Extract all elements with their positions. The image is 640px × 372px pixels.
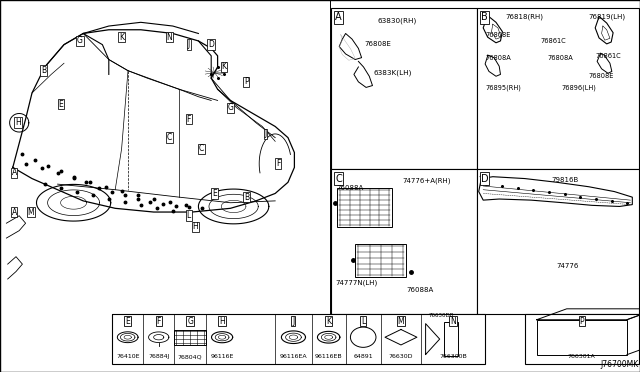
Text: 76808E: 76808E: [485, 32, 511, 38]
Text: 74777N(LH): 74777N(LH): [335, 280, 378, 286]
Text: C: C: [167, 133, 172, 142]
Text: A: A: [335, 13, 342, 22]
Text: F: F: [157, 317, 161, 326]
Text: F: F: [187, 115, 191, 124]
Text: 76630DB: 76630DB: [429, 313, 454, 318]
Text: M: M: [28, 208, 34, 217]
Text: K: K: [119, 33, 124, 42]
Text: D: D: [208, 40, 214, 49]
Text: G: G: [227, 103, 234, 112]
Bar: [355, 244, 406, 277]
Bar: [537, 320, 627, 355]
Text: 76884J: 76884J: [148, 355, 170, 359]
Text: M: M: [397, 317, 404, 326]
Text: L: L: [361, 317, 365, 326]
Text: B: B: [481, 13, 488, 22]
Text: 76088A: 76088A: [406, 287, 434, 293]
Text: D: D: [481, 174, 488, 183]
Text: H: H: [15, 118, 20, 127]
Text: N: N: [451, 317, 456, 326]
Text: 76808E: 76808E: [589, 73, 614, 79]
Text: H: H: [193, 222, 198, 231]
Text: J: J: [264, 129, 267, 138]
Text: 76819(LH): 76819(LH): [589, 14, 626, 20]
Text: 96116EB: 96116EB: [315, 355, 342, 359]
Text: 766300B: 766300B: [439, 355, 467, 359]
Text: F: F: [276, 159, 280, 168]
Bar: [477, 8, 639, 169]
Text: K: K: [326, 317, 331, 326]
Text: 76861C: 76861C: [595, 53, 621, 59]
Text: 74776+A(RH): 74776+A(RH): [402, 177, 451, 184]
Text: 79816B: 79816B: [552, 177, 579, 183]
Text: H: H: [220, 317, 225, 326]
Text: A: A: [12, 169, 17, 177]
Text: 64891: 64891: [353, 355, 373, 359]
Text: 76630D: 76630D: [388, 355, 413, 359]
Text: C: C: [199, 144, 204, 153]
Text: B: B: [244, 193, 249, 202]
Text: 76410E: 76410E: [116, 355, 140, 359]
Text: B: B: [41, 66, 46, 75]
Text: J: J: [188, 40, 190, 49]
Text: E: E: [125, 317, 130, 326]
Text: J76700MK: J76700MK: [600, 360, 639, 369]
Bar: [174, 330, 206, 344]
Ellipse shape: [351, 327, 376, 347]
Text: 76818(RH): 76818(RH): [506, 14, 543, 20]
Bar: [477, 169, 639, 314]
Text: 76804Q: 76804Q: [178, 355, 202, 359]
Text: 76808A: 76808A: [485, 55, 511, 61]
Bar: [112, 314, 485, 364]
Text: N: N: [167, 33, 172, 42]
Bar: [331, 169, 477, 314]
Text: P: P: [244, 77, 249, 86]
Text: 76088A: 76088A: [336, 185, 364, 191]
Text: E: E: [58, 100, 63, 109]
Text: A: A: [12, 208, 17, 217]
Text: K: K: [221, 62, 227, 71]
Text: 63830(RH): 63830(RH): [378, 17, 417, 24]
Text: 76895(RH): 76895(RH): [485, 84, 521, 91]
Bar: [444, 322, 458, 356]
Text: J: J: [292, 317, 294, 326]
Bar: [331, 8, 477, 169]
Text: E: E: [212, 189, 217, 198]
Text: 6383K(LH): 6383K(LH): [373, 70, 412, 76]
Text: 76808E: 76808E: [365, 42, 392, 48]
Text: 96116E: 96116E: [211, 355, 234, 359]
Text: 766301A: 766301A: [568, 355, 596, 359]
Text: 76896(LH): 76896(LH): [562, 84, 596, 91]
Bar: [337, 188, 392, 227]
Text: 76861C: 76861C: [541, 38, 566, 44]
Text: L: L: [187, 211, 191, 220]
Bar: [525, 314, 639, 364]
Text: G: G: [187, 317, 193, 326]
Text: G: G: [77, 36, 83, 45]
Text: P: P: [579, 317, 584, 326]
Text: 76808A: 76808A: [547, 55, 573, 61]
Text: 96116EA: 96116EA: [280, 355, 307, 359]
Text: C: C: [335, 174, 342, 183]
Text: 74776: 74776: [557, 263, 579, 269]
